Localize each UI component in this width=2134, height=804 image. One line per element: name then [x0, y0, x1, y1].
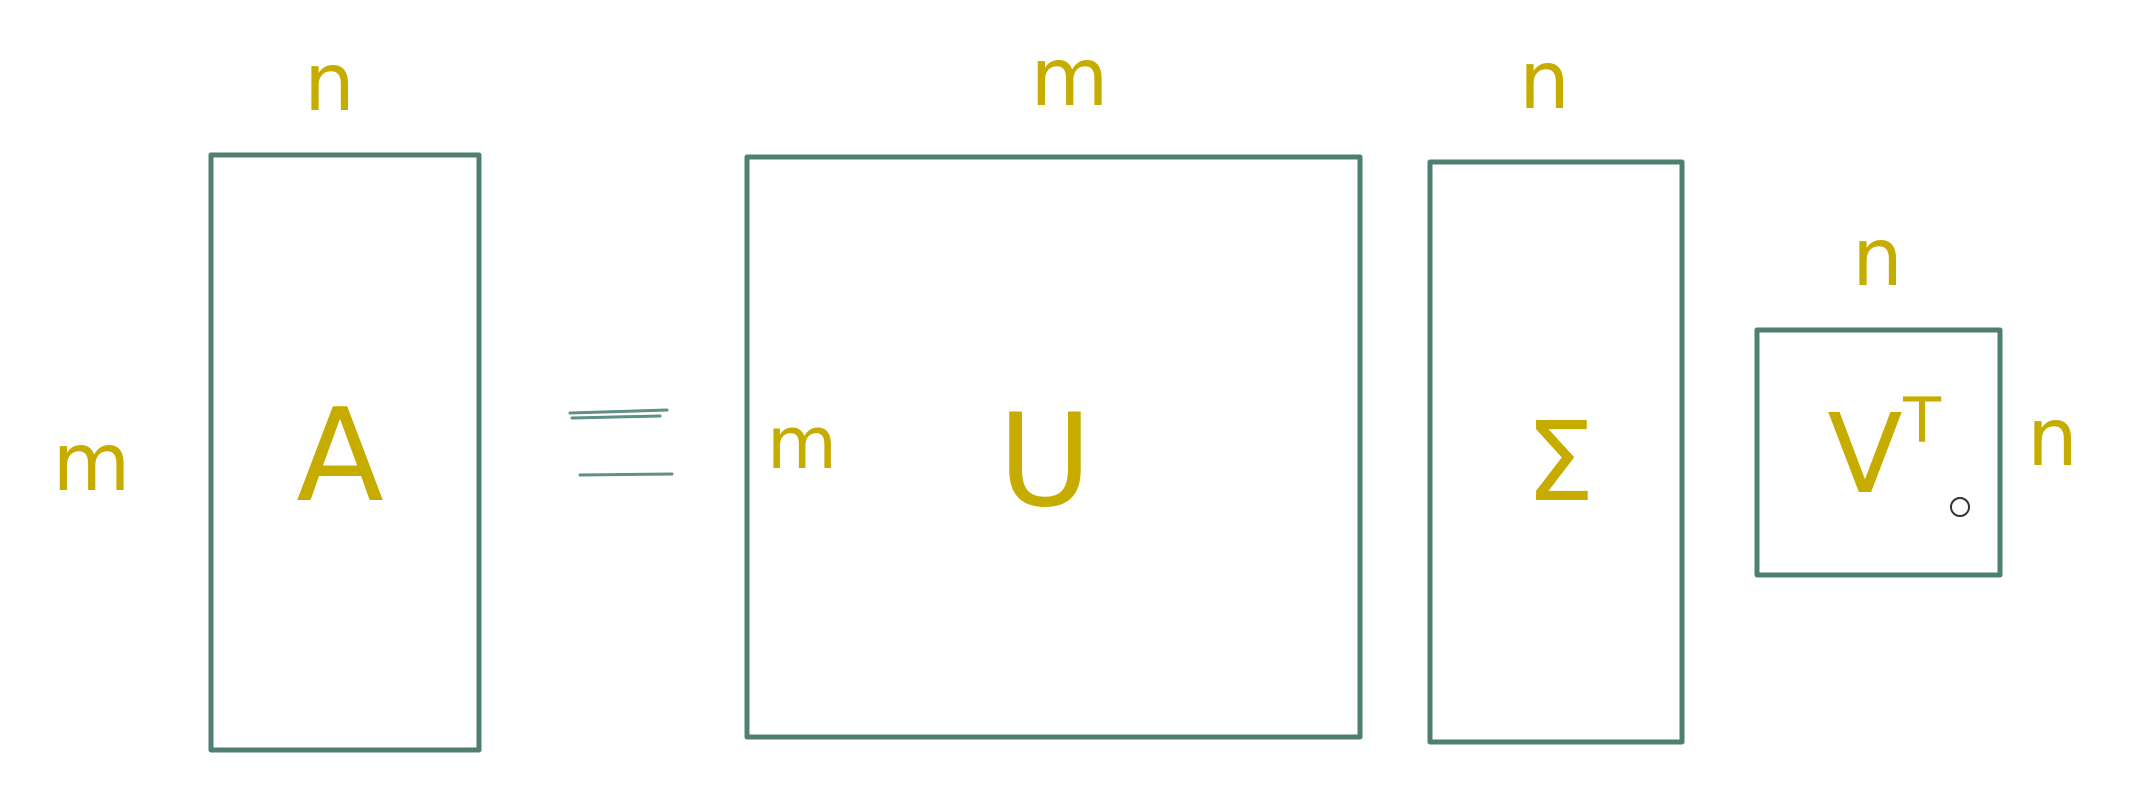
- matrix-vt-superscript: T: [1902, 384, 1942, 457]
- matrix-a-symbol: A: [296, 382, 384, 531]
- matrix-vt-rows-label: n: [2027, 391, 2079, 484]
- matrix-u-rows-label: m: [767, 401, 837, 485]
- matrix-a-rows-label: m: [53, 416, 132, 509]
- matrix-a-box: [208, 152, 482, 753]
- matrix-u-cols-label: m: [1031, 31, 1110, 124]
- equals-sign: [568, 408, 674, 477]
- matrix-sigma-cols-label: n: [1519, 34, 1571, 127]
- matrix-vt-symbol: V: [1827, 390, 1902, 518]
- matrix-u-symbol: U: [998, 387, 1092, 536]
- pen-cursor-icon: [1950, 497, 1970, 517]
- matrix-a-cols-label: n: [304, 36, 356, 129]
- matrix-vt-cols-label: n: [1852, 211, 1904, 304]
- matrix-sigma-symbol: Σ: [1525, 398, 1595, 526]
- matrix-vt-box: [1754, 327, 2003, 578]
- matrix-u-box: [744, 154, 1363, 740]
- matrix-sigma-box: [1427, 159, 1685, 745]
